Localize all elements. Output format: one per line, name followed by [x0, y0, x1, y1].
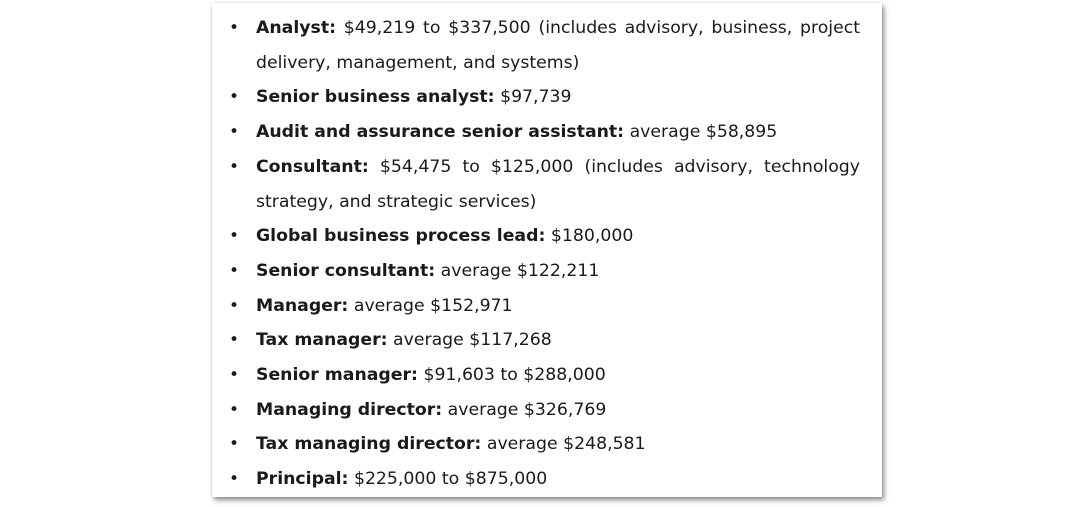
bullet-icon: • — [229, 18, 240, 38]
role-title: Tax manager: — [256, 330, 388, 351]
list-item: • Senior manager: $91,603 to $288,000 — [229, 358, 860, 393]
salary-detail: average $326,769 — [442, 399, 607, 420]
bullet-icon: • — [229, 434, 240, 455]
salary-detail: average $122,211 — [435, 260, 600, 281]
bullet-icon: • — [229, 122, 240, 143]
list-item: • Consultant: $54,475 to $125,000 (includ… — [229, 150, 860, 219]
role-title: Global business process lead: — [256, 226, 546, 247]
list-item: • Managing director: average $326,769 — [229, 393, 860, 428]
bullet-icon: • — [229, 156, 240, 177]
salary-detail: average $117,268 — [387, 330, 552, 351]
bullet-icon: • — [229, 365, 240, 386]
role-title: Senior business analyst: — [256, 87, 495, 108]
bullet-icon: • — [229, 226, 240, 247]
bullet-icon: • — [229, 399, 240, 420]
bullet-icon: • — [229, 469, 240, 490]
salary-detail: $91,603 to $288,000 — [417, 365, 606, 386]
list-item: • Tax manager: average $117,268 — [229, 323, 860, 358]
list-item: • Tax managing director: average $248,581 — [229, 427, 860, 462]
salary-detail: $225,000 to $875,000 — [348, 469, 548, 490]
salary-detail: average $152,971 — [348, 295, 513, 316]
bullet-icon: • — [229, 330, 240, 351]
list-item: • Analyst: $49,219 to $337,500 (includes … — [229, 11, 860, 80]
role-title: Audit and assurance senior assistant: — [256, 122, 625, 143]
list-item: • Senior business analyst: $97,739 — [229, 80, 860, 115]
salary-detail: $49,219 to $337,500 (includes advisory, … — [256, 18, 860, 73]
list-item: • Global business process lead: $180,000 — [229, 219, 860, 254]
bullet-icon: • — [229, 260, 240, 281]
list-item: • Manager: average $152,971 — [229, 289, 860, 324]
role-title: Managing director: — [256, 399, 443, 420]
role-title: Senior manager: — [256, 365, 418, 386]
role-title: Consultant: — [256, 156, 369, 177]
role-title: Principal: — [256, 469, 349, 490]
list-item: • Principal: $225,000 to $875,000 — [229, 462, 860, 497]
list-item: • Audit and assurance senior assistant: a… — [229, 115, 860, 150]
list-item: • Senior consultant: average $122,211 — [229, 254, 860, 289]
role-title: Tax managing director: — [256, 434, 482, 455]
salary-detail: average $248,581 — [481, 434, 646, 455]
bullet-icon: • — [229, 295, 240, 316]
salary-detail: $97,739 — [494, 87, 572, 108]
salary-list: • Analyst: $49,219 to $337,500 (includes … — [212, 11, 882, 497]
salary-list-card: • Analyst: $49,219 to $337,500 (includes … — [212, 3, 882, 497]
salary-detail: $180,000 — [545, 226, 634, 247]
role-title: Senior consultant: — [256, 260, 436, 281]
bullet-icon: • — [229, 87, 240, 108]
salary-detail: $54,475 to $125,000 (includes advisory, … — [256, 156, 860, 212]
role-title: Manager: — [256, 295, 349, 316]
salary-detail: average $58,895 — [624, 122, 778, 143]
role-title: Analyst: — [256, 18, 336, 38]
